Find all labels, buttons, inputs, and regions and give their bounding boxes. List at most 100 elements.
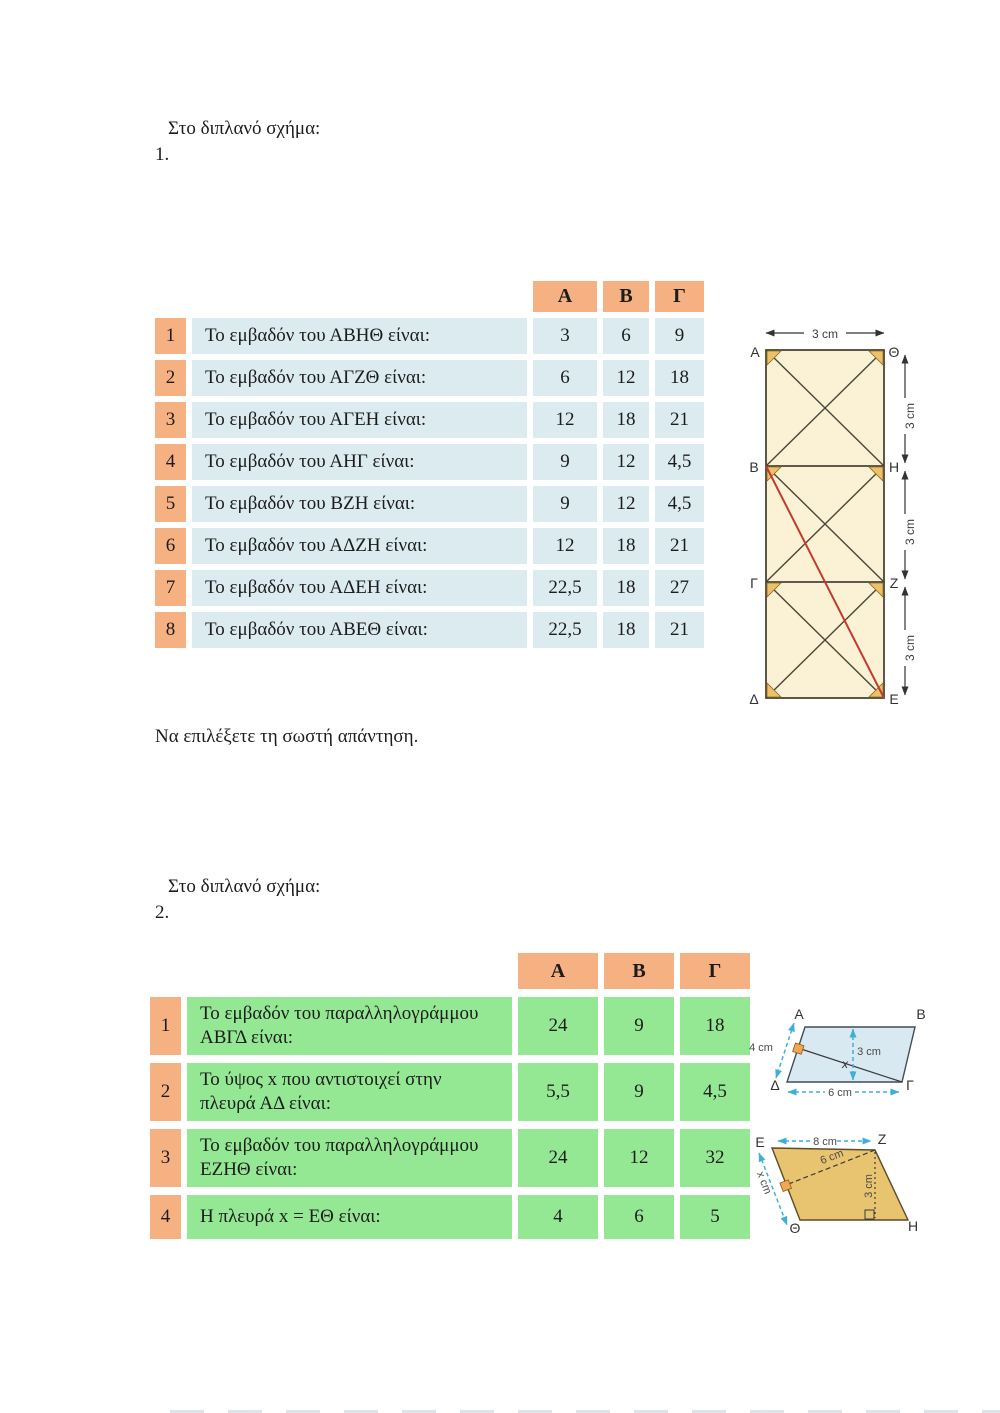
answer-c[interactable]: 21	[655, 612, 704, 648]
vertex-label-Epsilon: Ε	[889, 691, 898, 707]
vertex-label-Gamma: Γ	[750, 575, 758, 591]
section1-intro: Στο διπλανό σχήμα:	[168, 118, 321, 139]
table1-col-header-a: Α	[533, 281, 597, 312]
answer-b[interactable]: 9	[604, 1063, 674, 1121]
dim-6cm-label: 6 cm	[828, 1087, 852, 1099]
height-x-label: x	[841, 1057, 849, 1071]
red-diagonal-BE	[765, 465, 885, 699]
answer-c[interactable]: 4,5	[680, 1063, 750, 1121]
question-text: Η πλευρά x = ΕΘ είναι:	[187, 1195, 512, 1239]
row-number: 2	[150, 1063, 181, 1121]
dim-4cm-label: 4 cm	[749, 1042, 773, 1054]
section2-intro: Στο διπλανό σχήμα:	[168, 876, 321, 897]
answer-b[interactable]: 18	[603, 402, 649, 438]
dim-side2-label: 3 cm	[903, 519, 917, 545]
question-text: Το εμβαδόν του ΑΔΕΗ είναι:	[192, 570, 527, 606]
row-number: 5	[155, 486, 186, 522]
answer-b[interactable]: 18	[603, 528, 649, 564]
question-text: Το εμβαδόν του ΑΔΖΗ είναι:	[192, 528, 527, 564]
answer-a[interactable]: 24	[518, 1129, 598, 1187]
answer-c[interactable]: 27	[655, 570, 704, 606]
section1-number: 1.	[155, 144, 170, 165]
table2-col-header-b: Β	[604, 953, 674, 989]
vertex-label-Eta: Η	[908, 1218, 918, 1234]
row-number: 4	[150, 1195, 181, 1239]
vertex-label-Gamma: Γ	[906, 1077, 914, 1093]
parallelogram-ezhth	[770, 1147, 910, 1221]
figure-squares-diagram: 3 cm 3 cm 3 cm 3 cm Α Θ Β Η Γ Ζ Δ Ε	[749, 327, 917, 707]
vertex-label-A: Α	[750, 344, 760, 360]
answer-a[interactable]: 22,5	[533, 612, 597, 648]
vertex-label-B: Β	[916, 1006, 925, 1022]
vertex-label-Theta: Θ	[889, 344, 900, 360]
question-text: Το εμβαδόν του παραλληλογράμμου ΕΖΗΘ είν…	[187, 1129, 512, 1187]
figure-parallelogram-ezhth: 8 cm x cm 6 cm 3 cm Ε Ζ Η Θ	[754, 1131, 918, 1236]
table2-header-spacer	[150, 953, 181, 989]
next-page-edge	[170, 1410, 1000, 1413]
right-angle-marker	[779, 1179, 793, 1192]
table1-header-spacer	[155, 281, 186, 312]
row-number: 7	[155, 570, 186, 606]
question-text: Το εμβαδόν του ΑΒΗΘ είναι:	[192, 318, 527, 354]
vertex-label-Zeta: Ζ	[890, 575, 899, 591]
question-table-1: Α Β Γ 1 Το εμβαδόν του ΑΒΗΘ είναι: 3 6 9…	[155, 281, 704, 648]
answer-a[interactable]: 22,5	[533, 570, 597, 606]
row-number: 8	[155, 612, 186, 648]
section2-number: 2.	[155, 902, 170, 923]
answer-c[interactable]: 32	[680, 1129, 750, 1187]
answer-b[interactable]: 12	[604, 1129, 674, 1187]
answer-a[interactable]: 5,5	[518, 1063, 598, 1121]
vertex-label-B: Β	[749, 459, 758, 475]
question-text: Το εμβαδόν του ΑΓΕΗ είναι:	[192, 402, 527, 438]
question-table-2: Α Β Γ 1 Το εμβαδόν του παραλληλογράμμου …	[150, 953, 750, 1239]
question-text: Το εμβαδόν του παραλληλογράμμου ΑΒΓΔ είν…	[187, 997, 512, 1055]
answer-b[interactable]: 18	[603, 570, 649, 606]
row-number: 2	[155, 360, 186, 396]
dim-xcm-label: x cm	[754, 1170, 774, 1196]
vertex-label-Delta: Δ	[770, 1077, 779, 1093]
row-number: 1	[155, 318, 186, 354]
dim-side1-label: 3 cm	[903, 403, 917, 429]
answer-b[interactable]: 6	[604, 1195, 674, 1239]
row-number: 3	[155, 402, 186, 438]
answer-c[interactable]: 5	[680, 1195, 750, 1239]
answer-a[interactable]: 4	[518, 1195, 598, 1239]
vertex-label-Theta: Θ	[790, 1220, 801, 1236]
vertex-label-A: Α	[794, 1006, 804, 1022]
answer-a[interactable]: 6	[533, 360, 597, 396]
answer-c[interactable]: 18	[655, 360, 704, 396]
row-number: 1	[150, 997, 181, 1055]
row-number: 3	[150, 1129, 181, 1187]
answer-a[interactable]: 9	[533, 444, 597, 480]
right-angle-marker-open	[864, 1209, 875, 1220]
answer-c[interactable]: 4,5	[655, 486, 704, 522]
dim-top-label: 3 cm	[812, 327, 838, 341]
answer-a[interactable]: 12	[533, 528, 597, 564]
answer-c[interactable]: 4,5	[655, 444, 704, 480]
vertex-label-Zeta: Ζ	[878, 1131, 887, 1147]
answer-c[interactable]: 21	[655, 402, 704, 438]
answer-a[interactable]: 24	[518, 997, 598, 1055]
answer-c[interactable]: 18	[680, 997, 750, 1055]
answer-a[interactable]: 3	[533, 318, 597, 354]
answer-b[interactable]: 12	[603, 360, 649, 396]
table1-col-header-b: Β	[603, 281, 649, 312]
answer-b[interactable]: 12	[603, 486, 649, 522]
answer-b[interactable]: 12	[603, 444, 649, 480]
answer-b[interactable]: 9	[604, 997, 674, 1055]
row-number: 4	[155, 444, 186, 480]
question-text: Το εμβαδόν του ΑΓΖΘ είναι:	[192, 360, 527, 396]
vertex-label-Delta: Δ	[749, 691, 758, 707]
vertex-label-E: Ε	[755, 1134, 764, 1150]
answer-b[interactable]: 6	[603, 318, 649, 354]
section1-footer: Να επιλέξετε τη σωστή απάντηση.	[155, 726, 419, 747]
table2-col-header-a: Α	[518, 953, 598, 989]
table2-col-header-c: Γ	[680, 953, 750, 989]
answer-a[interactable]: 12	[533, 402, 597, 438]
question-text: Το εμβαδόν του ΑΗΓ είναι:	[192, 444, 527, 480]
parallelogram-abgd	[786, 1026, 916, 1083]
answer-c[interactable]: 9	[655, 318, 704, 354]
answer-a[interactable]: 9	[533, 486, 597, 522]
answer-c[interactable]: 21	[655, 528, 704, 564]
answer-b[interactable]: 18	[603, 612, 649, 648]
